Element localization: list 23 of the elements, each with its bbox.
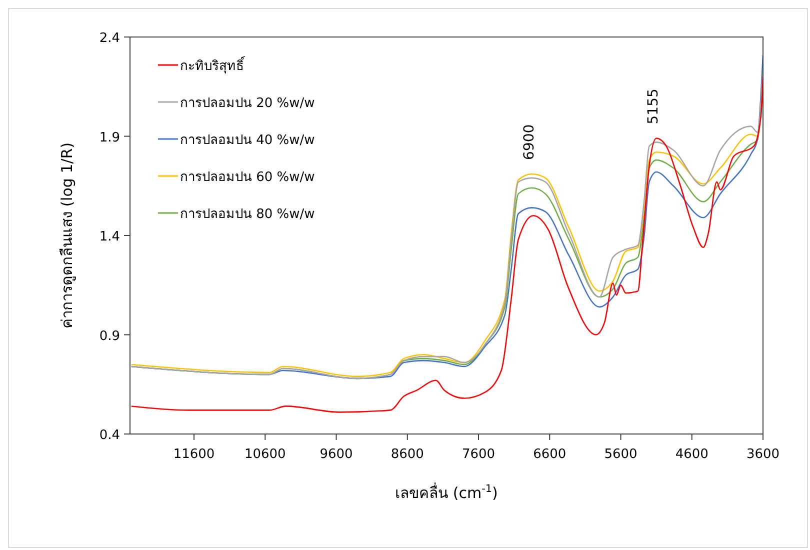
y-axis-title: ค่าการดูดกลืนแสง (log 1/R): [58, 142, 76, 329]
x-tick-label: 9600: [320, 447, 353, 462]
x-tick-label: 11600: [173, 447, 215, 462]
x-tick-label: 10600: [244, 447, 286, 462]
legend-label: กะทิบริสุทธิ์: [180, 56, 246, 74]
x-tick-label: 3600: [746, 447, 780, 462]
legend-label: การปลอมปน 80 %w/w: [180, 207, 316, 222]
annotation: 5155: [645, 88, 662, 124]
x-axis-title: เลขคลื่น (cm$^{-1}$): [395, 482, 498, 502]
legend-label: การปลอมปน 20 %w/w: [180, 96, 316, 111]
x-tick-label: 6600: [533, 447, 566, 462]
x-tick-label: 7600: [462, 447, 496, 462]
annotation: 6900: [521, 124, 538, 160]
legend-label: การปลอมปน 60 %w/w: [180, 170, 316, 185]
x-tick-label: 8600: [390, 447, 424, 462]
y-tick-label: 2.4: [99, 31, 120, 46]
x-tick-label: 5600: [604, 447, 638, 462]
x-tick-label: 4600: [675, 447, 708, 462]
legend-label: การปลอมปน 40 %w/w: [180, 133, 316, 148]
y-tick-label: 0.4: [99, 428, 120, 443]
y-tick-label: 1.4: [99, 230, 120, 244]
y-tick-label: 0.9: [99, 328, 120, 344]
y-tick-label: 1.9: [99, 130, 120, 146]
